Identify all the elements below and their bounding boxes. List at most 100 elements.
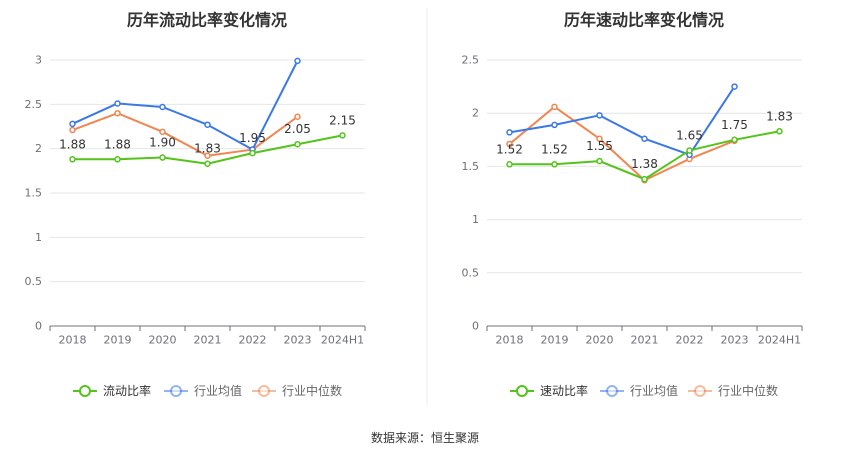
- data-point[interactable]: [114, 100, 121, 107]
- data-point[interactable]: [776, 128, 783, 135]
- series-line-2: [72, 112, 299, 157]
- series-line-1: [72, 60, 299, 151]
- x-tick-label: 2021: [194, 334, 222, 347]
- data-point[interactable]: [596, 135, 603, 142]
- series-line-2: [508, 105, 735, 182]
- data-point[interactable]: [69, 126, 76, 134]
- data-point[interactable]: [506, 140, 513, 148]
- data-point[interactable]: [551, 121, 558, 129]
- data-point[interactable]: [506, 161, 513, 168]
- legend-label: 行业中位数: [718, 383, 778, 398]
- source-label: 数据来源：恒生聚源: [371, 430, 479, 445]
- data-label: 2.05: [284, 122, 311, 136]
- data-label: 1.75: [721, 118, 748, 132]
- y-tick-label: 0.5: [462, 266, 480, 279]
- y-tick-label: 1.5: [25, 187, 43, 200]
- x-tick-label: 2021: [631, 334, 659, 347]
- data-point[interactable]: [339, 132, 346, 139]
- data-point[interactable]: [114, 156, 121, 163]
- legend-marker: [79, 385, 91, 397]
- legend-marker: [606, 385, 618, 397]
- data-point[interactable]: [506, 129, 513, 136]
- chart-title: 历年流动比率变化情况: [127, 11, 287, 30]
- data-point[interactable]: [294, 57, 301, 65]
- data-point[interactable]: [686, 147, 693, 154]
- current-ratio-chart: 历年流动比率变化情况 0 0.5 1 1.5 2 2.5 3 2018 2019 2020 2021 2…: [25, 11, 366, 398]
- data-point[interactable]: [641, 175, 648, 183]
- y-tick-label: 1.5: [462, 160, 480, 173]
- data-label: 1.38: [631, 157, 658, 171]
- data-point[interactable]: [204, 121, 211, 128]
- data-label: 1.52: [541, 142, 568, 156]
- x-tick-label: 2019: [104, 334, 132, 347]
- data-label: 1.90: [149, 136, 176, 150]
- data-point[interactable]: [731, 136, 738, 144]
- legend-label: 速动比率: [540, 383, 588, 398]
- data-point[interactable]: [249, 149, 256, 157]
- data-point[interactable]: [641, 135, 648, 142]
- data-point[interactable]: [204, 152, 211, 160]
- y-tick-label: 2: [35, 142, 42, 155]
- y-tick-label: 0.5: [25, 275, 43, 288]
- data-point[interactable]: [204, 160, 211, 167]
- data-label: 1.52: [496, 142, 523, 156]
- x-tick-label: 2020: [149, 334, 177, 347]
- x-tick-label: 2020: [586, 334, 614, 347]
- legend-label: 行业均值: [630, 383, 678, 398]
- legend-marker: [258, 385, 270, 397]
- data-label: 1.83: [766, 109, 793, 123]
- legend-label: 行业中位数: [282, 383, 342, 398]
- legend-marker: [694, 385, 706, 397]
- x-tick-label: 2018: [59, 334, 87, 347]
- legend-item-0[interactable]: 流动比率: [73, 383, 151, 398]
- x-tick-label: 2023: [721, 334, 749, 347]
- legend-label: 行业均值: [194, 383, 242, 398]
- legend-item-0[interactable]: 速动比率: [510, 383, 588, 398]
- series-line-1: [509, 86, 736, 156]
- data-point[interactable]: [159, 128, 166, 136]
- y-tick-label: 0: [472, 320, 479, 333]
- data-label: 1.88: [59, 137, 86, 151]
- data-point[interactable]: [294, 140, 301, 148]
- data-point[interactable]: [159, 154, 166, 161]
- data-point[interactable]: [294, 113, 301, 120]
- data-label: 1.55: [586, 139, 613, 153]
- data-point[interactable]: [69, 120, 76, 128]
- y-tick-label: 1: [35, 231, 42, 244]
- data-point[interactable]: [114, 109, 121, 117]
- data-point[interactable]: [551, 103, 558, 111]
- data-label: 1.95: [239, 131, 266, 145]
- y-tick-label: 3: [35, 54, 42, 67]
- legend-item-2[interactable]: 行业中位数: [688, 383, 778, 398]
- legend-marker: [516, 385, 528, 397]
- data-label: 1.83: [194, 142, 221, 156]
- x-tick-label: 2024H1: [758, 334, 801, 347]
- y-tick-label: 2: [472, 107, 479, 120]
- chart-title: 历年速动比率变化情况: [564, 11, 724, 30]
- y-tick-label: 2.5: [25, 98, 43, 111]
- data-point[interactable]: [69, 156, 76, 163]
- x-tick-label: 2018: [496, 334, 524, 347]
- x-tick-label: 2022: [676, 334, 704, 347]
- x-tick-label: 2019: [541, 334, 569, 347]
- legend-item-1[interactable]: 行业均值: [600, 383, 678, 398]
- x-tick-label: 2022: [239, 334, 267, 347]
- data-point[interactable]: [596, 112, 603, 119]
- data-label: 1.88: [104, 137, 131, 151]
- legend-item-1[interactable]: 行业均值: [164, 383, 242, 398]
- legend-item-2[interactable]: 行业中位数: [252, 383, 342, 398]
- data-label: 2.15: [329, 113, 356, 127]
- y-tick-label: 0: [35, 320, 42, 333]
- x-tick-label: 2023: [284, 334, 312, 347]
- data-point[interactable]: [551, 161, 558, 168]
- data-label: 1.65: [676, 128, 703, 142]
- data-point[interactable]: [159, 103, 166, 111]
- legend-label: 流动比率: [103, 383, 151, 398]
- x-tick-label: 2024H1: [321, 334, 364, 347]
- data-point[interactable]: [731, 83, 738, 90]
- y-tick-label: 2.5: [462, 54, 480, 67]
- data-point[interactable]: [596, 157, 603, 165]
